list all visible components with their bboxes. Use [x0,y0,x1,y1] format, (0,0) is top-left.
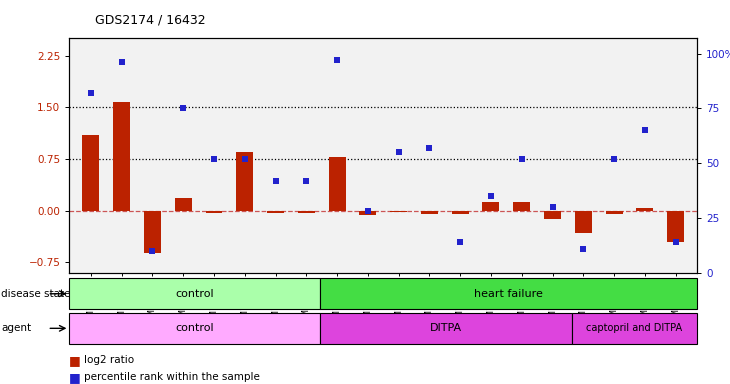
Bar [572,313,697,344]
Bar [544,211,561,219]
Point [177,105,189,111]
Bar [69,278,320,309]
Point [85,90,97,96]
Text: heart failure: heart failure [474,289,543,299]
Point [516,156,528,162]
Bar [174,198,192,211]
Bar [606,211,623,214]
Bar [320,313,572,344]
Bar [113,102,130,211]
Text: log2 ratio: log2 ratio [84,355,134,365]
Text: percentile rank within the sample: percentile rank within the sample [84,372,260,382]
Bar [144,211,161,253]
Text: DITPA: DITPA [430,323,462,333]
Text: ■: ■ [69,371,81,384]
Text: disease state: disease state [1,289,71,299]
Bar [69,313,320,344]
Bar [82,135,99,211]
Bar [637,208,653,211]
Text: control: control [176,289,214,299]
Point [331,57,343,63]
Text: ■: ■ [69,354,81,367]
Point [239,156,250,162]
Point [608,156,620,162]
Bar [298,211,315,213]
Point [639,127,650,133]
Point [301,178,312,184]
Bar [452,211,469,214]
Bar [267,211,284,213]
Bar [359,211,377,215]
Point [116,60,128,66]
Text: captopril and DITPA: captopril and DITPA [586,323,683,333]
Bar [421,211,438,214]
Bar [390,211,407,212]
Text: control: control [176,323,214,333]
Bar [483,202,499,211]
Point [485,193,497,199]
Point [362,208,374,214]
Point [577,245,589,252]
Text: agent: agent [1,323,31,333]
Point [547,204,558,210]
Point [454,239,466,245]
Bar [206,211,223,214]
Point [269,178,281,184]
Bar [320,278,697,309]
Point [423,145,435,151]
Bar [575,211,592,233]
Point [669,239,681,245]
Point [147,248,158,254]
Bar [513,202,530,211]
Bar [328,157,345,211]
Point [208,156,220,162]
Text: GDS2174 / 16432: GDS2174 / 16432 [95,13,206,26]
Bar [667,211,684,242]
Point [393,149,404,155]
Bar [237,152,253,211]
